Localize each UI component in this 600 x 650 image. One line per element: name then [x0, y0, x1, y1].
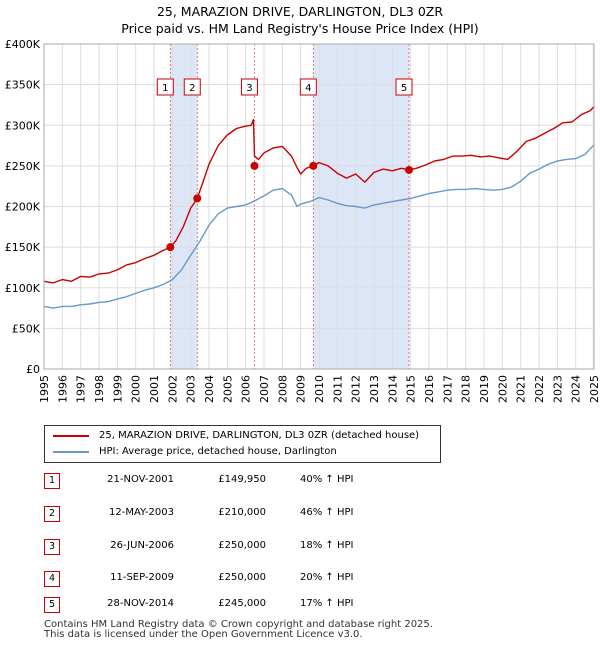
- x-tick-label: 2012: [350, 375, 363, 403]
- y-tick-label: £250K: [5, 160, 41, 173]
- x-tick-label: 2005: [221, 375, 234, 403]
- sale-hpi-change: 17% ↑ HPI: [300, 598, 354, 609]
- series-line-property: [43, 106, 595, 284]
- x-tick-label: 2008: [276, 375, 289, 403]
- y-tick-label: £300K: [5, 119, 41, 132]
- chart-title: 25, MARAZION DRIVE, DARLINGTON, DL3 0ZR: [156, 4, 444, 19]
- sale-number-badge: 4: [44, 571, 60, 587]
- sale-label-box: [183, 78, 201, 96]
- sale-point: [193, 194, 202, 203]
- x-tick-label: 2007: [258, 375, 271, 403]
- x-tick-label: 2013: [368, 375, 381, 403]
- sale-number-badge: 3: [44, 539, 60, 555]
- x-tick-label: 2022: [533, 375, 546, 403]
- x-tick-label: 2002: [166, 375, 179, 403]
- sale-label-text: 4: [305, 83, 311, 94]
- x-tick-label: 2018: [460, 375, 473, 403]
- y-tick-label: £200K: [5, 201, 41, 214]
- legend-label-hpi: HPI: Average price, detached house, Darl…: [99, 446, 337, 457]
- legend-label-property: 25, MARAZION DRIVE, DARLINGTON, DL3 0ZR …: [99, 430, 420, 441]
- sale-label-text: 3: [246, 83, 252, 94]
- sale-label-text: 5: [401, 83, 407, 94]
- sale-date: 12-MAY-2003: [108, 507, 174, 518]
- sale-row: 1 21-NOV-2001 £149,950 40% ↑ HPI: [44, 472, 444, 490]
- sale-row: 4 11-SEP-2009 £250,000 20% ↑ HPI: [44, 570, 444, 588]
- sale-point: [250, 161, 259, 170]
- sale-hpi-change: 40% ↑ HPI: [300, 474, 354, 485]
- sale-price: £250,000: [218, 572, 266, 583]
- x-tick-label: 2000: [130, 375, 143, 403]
- sale-date: 26-JUN-2006: [110, 540, 174, 551]
- x-tick-label: 2004: [203, 375, 216, 403]
- sale-number-badge: 2: [44, 506, 60, 522]
- x-tick-label: 2017: [441, 375, 454, 403]
- legend-swatch-hpi: [53, 451, 89, 453]
- y-tick-label: £50K: [12, 322, 41, 335]
- x-tick-label: 2010: [313, 375, 326, 403]
- footer-attribution: Contains HM Land Registry data © Crown c…: [44, 620, 433, 640]
- sale-date: 11-SEP-2009: [110, 572, 174, 583]
- chart-title-block: 25, MARAZION DRIVE, DARLINGTON, DL3 0ZR …: [0, 3, 600, 37]
- x-tick-label: 2001: [148, 375, 161, 403]
- sale-price: £210,000: [218, 507, 266, 518]
- y-tick-label: £350K: [5, 79, 41, 92]
- future-region: [592, 44, 594, 369]
- plot-frame: [43, 43, 595, 370]
- series-line-hpi: [43, 144, 595, 309]
- x-tick-label: 2019: [478, 375, 491, 403]
- x-tick-label: 2009: [295, 375, 308, 403]
- x-tick-label: 2020: [496, 375, 509, 403]
- sale-point: [309, 161, 318, 170]
- y-tick-label: £150K: [5, 241, 41, 254]
- price-chart: 1 2 3 4 5 £0 £50K £100K £150K £200K £250K £300K £350…: [5, 38, 600, 403]
- sale-hpi-change: 20% ↑ HPI: [300, 572, 354, 583]
- sale-point: [405, 165, 414, 174]
- sale-label-text: 1: [162, 83, 168, 94]
- sale-row: 5 28-NOV-2014 £245,000 17% ↑ HPI: [44, 596, 444, 614]
- sale-label-text: 2: [189, 83, 195, 94]
- x-tick-label: 1999: [111, 375, 124, 403]
- chart-legend: 25, MARAZION DRIVE, DARLINGTON, DL3 0ZR …: [44, 425, 441, 463]
- sale-label-box: [240, 78, 258, 96]
- sale-date: 28-NOV-2014: [107, 598, 174, 609]
- x-tick-label: 1998: [93, 375, 106, 403]
- x-tick-label: 1996: [56, 375, 69, 403]
- sale-point: [166, 243, 175, 252]
- footer-licence: This data is licensed under the Open Gov…: [44, 629, 363, 640]
- x-tick-label: 2014: [386, 375, 399, 403]
- y-tick-label: £400K: [5, 38, 41, 51]
- sale-hpi-change: 18% ↑ HPI: [300, 540, 354, 551]
- sale-label-box: [395, 78, 413, 96]
- y-tick-label: £100K: [5, 282, 41, 295]
- sale-price: £149,950: [218, 474, 266, 485]
- sale-label-box: [156, 78, 174, 96]
- sale-price: £245,000: [218, 598, 266, 609]
- x-tick-label: 1995: [38, 375, 51, 403]
- x-tick-label: 2006: [240, 375, 253, 403]
- chart-subtitle: Price paid vs. HM Land Registry's House …: [121, 21, 479, 36]
- sale-row: 3 26-JUN-2006 £250,000 18% ↑ HPI: [44, 538, 444, 556]
- legend-swatch-property: [53, 435, 89, 437]
- sale-number-badge: 5: [44, 597, 60, 613]
- y-tick-label: £0: [26, 363, 40, 376]
- sale-price: £250,000: [218, 540, 266, 551]
- sale-number-badge: 1: [44, 473, 60, 489]
- x-tick-label: 2011: [331, 375, 344, 403]
- x-tick-label: 2021: [515, 375, 528, 403]
- x-tick-label: 2016: [423, 375, 436, 403]
- sale-row: 2 12-MAY-2003 £210,000 46% ↑ HPI: [44, 505, 444, 523]
- sale-label-box: [299, 78, 317, 96]
- x-tick-label: 2023: [551, 375, 564, 403]
- sale-date: 21-NOV-2001: [107, 474, 174, 485]
- x-tick-label: 2003: [185, 375, 198, 403]
- footer-copyright: Contains HM Land Registry data © Crown c…: [44, 619, 433, 630]
- x-tick-label: 1997: [75, 375, 88, 403]
- x-tick-label: 2015: [405, 375, 418, 403]
- x-tick-label: 2024: [570, 375, 583, 403]
- sale-hpi-change: 46% ↑ HPI: [300, 507, 354, 518]
- x-tick-label: 2025: [588, 375, 600, 403]
